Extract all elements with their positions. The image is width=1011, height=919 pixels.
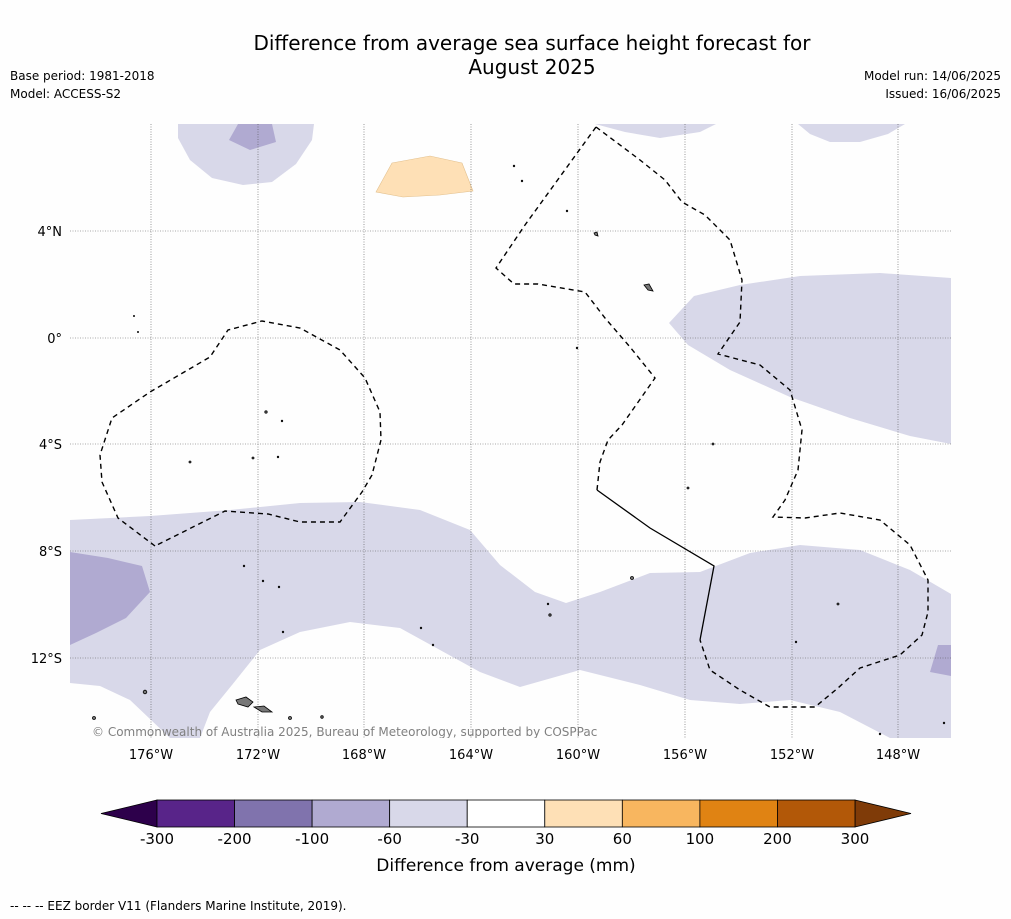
colorbar: -300 -200 -100 -60 -30 30 60 100 200 300 Differen… <box>100 799 912 876</box>
title-line-2: August 2025 <box>468 55 596 79</box>
anomaly-region-east <box>669 273 951 444</box>
title-line-1: Difference from average sea surface heig… <box>253 31 811 55</box>
meta-right: Model run: 14/06/2025 Issued: 16/06/2025 <box>864 67 1001 103</box>
colorbar-segments <box>156 799 856 828</box>
anomaly-region-strong-west <box>70 552 150 645</box>
lon-label: 168°W <box>342 748 386 763</box>
longitude-labels: 176°W 172°W 168°W 164°W 160°W 156°W 152°… <box>129 748 920 763</box>
colorbar-tick-label: 200 <box>763 830 792 848</box>
lon-label: 176°W <box>129 748 173 763</box>
colorbar-tick-label: 100 <box>686 830 715 848</box>
islands <box>92 164 946 736</box>
lat-label: 0° <box>47 332 62 347</box>
issued-date: Issued: 16/06/2025 <box>885 87 1001 101</box>
model-name: Model: ACCESS-S2 <box>10 87 122 101</box>
colorbar-tick-label: -60 <box>377 830 402 848</box>
colorbar-segment <box>621 799 701 828</box>
base-period: Base period: 1981-2018 <box>10 69 155 83</box>
anomaly-region-strong-east <box>930 645 951 676</box>
lon-label: 148°W <box>876 748 920 763</box>
footer-note: -- -- -- EEZ border V11 (Flanders Marine… <box>10 899 347 913</box>
lon-label: 164°W <box>449 748 493 763</box>
lat-label: 8°S <box>39 545 62 560</box>
colorbar-segment <box>544 799 623 828</box>
colorbar-segment <box>777 799 856 828</box>
colorbar-title: Difference from average (mm) <box>376 856 635 876</box>
lat-label: 4°S <box>39 438 62 453</box>
colorbar-tick-label: 300 <box>841 830 870 848</box>
colorbar-tick-labels: -300 -200 -100 -60 -30 30 60 100 200 300 <box>140 830 869 848</box>
colorbar-segment <box>234 799 313 828</box>
lon-label: 160°W <box>556 748 600 763</box>
copyright-text: © Commonwealth of Australia 2025, Bureau… <box>92 725 597 739</box>
map-area: © Commonwealth of Australia 2025, Bureau… <box>70 124 951 739</box>
island-savaii <box>235 696 254 708</box>
colorbar-segment <box>389 799 468 828</box>
anomaly-region-strong-top <box>229 124 276 150</box>
colorbar-segment <box>466 799 546 828</box>
anomaly-region-positive <box>375 155 474 198</box>
lon-label: 172°W <box>236 748 280 763</box>
maritime-boundary <box>596 489 715 641</box>
eez-border-phoenix <box>495 126 656 491</box>
colorbar-segment <box>156 799 235 828</box>
lon-label: 156°W <box>663 748 707 763</box>
colorbar-tick-label: -300 <box>140 830 174 848</box>
gridlines <box>70 124 951 738</box>
map-title: Difference from average sea surface heig… <box>200 31 864 79</box>
colorbar-tick-label: 60 <box>613 830 632 848</box>
lat-label: 12°S <box>31 652 62 667</box>
lon-label: 152°W <box>770 748 814 763</box>
colorbar-tick-label: 30 <box>535 830 554 848</box>
lat-label: 4°N <box>38 225 63 240</box>
model-run: Model run: 14/06/2025 <box>863 69 1001 83</box>
anomaly-region-top-right <box>798 124 905 142</box>
colorbar-tick-label: -30 <box>455 830 480 848</box>
colorbar-tick-label: -200 <box>218 830 252 848</box>
colorbar-over-arrow <box>854 799 912 828</box>
colorbar-under-arrow <box>100 799 158 828</box>
colorbar-segment <box>699 799 778 828</box>
anomaly-region-top-left <box>178 124 314 185</box>
eez-border-tokelau <box>99 320 382 547</box>
anomaly-region-south-band <box>70 502 951 738</box>
colorbar-segment <box>311 799 391 828</box>
meta-left: Base period: 1981-2018 Model: ACCESS-S2 <box>10 67 155 103</box>
eez-borders <box>99 126 929 708</box>
eez-border-line-islands <box>595 126 929 708</box>
anomaly-region-top-mid <box>595 124 716 138</box>
colorbar-tick-label: -100 <box>295 830 329 848</box>
island-upolu <box>252 705 274 713</box>
latitude-labels: 4°N 0° 4°S 8°S 12°S <box>31 225 62 667</box>
